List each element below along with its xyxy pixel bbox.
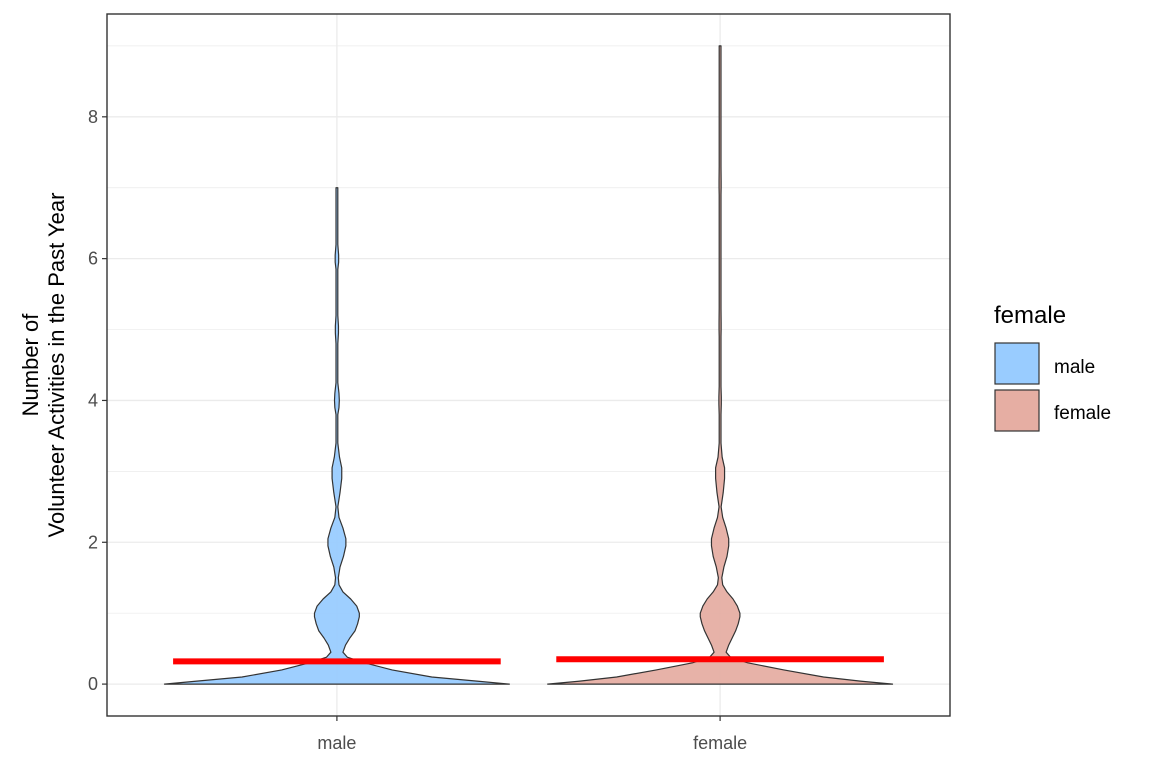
x-axis: male female <box>317 716 747 753</box>
x-tick-label-male: male <box>317 733 356 753</box>
legend-key-female <box>994 389 1040 432</box>
legend-title: female <box>994 302 1066 329</box>
violin-male <box>163 187 510 685</box>
plot-panel <box>107 14 950 716</box>
y-axis: 0 2 4 6 8 <box>88 107 107 694</box>
violins <box>163 45 894 685</box>
legend-label-male: male <box>1054 357 1095 378</box>
legend: female male female <box>994 302 1111 432</box>
violin-female <box>547 45 894 685</box>
y-tick-label: 8 <box>88 107 98 127</box>
y-axis-title-line-2: Volunteer Activities in the Past Year <box>44 193 69 538</box>
legend-key-male <box>994 342 1040 385</box>
y-tick-label: 6 <box>88 249 98 269</box>
x-tick-label-female: female <box>693 733 747 753</box>
y-tick-label: 4 <box>88 390 98 410</box>
plot-border <box>106 13 951 717</box>
y-tick-label: 0 <box>88 674 98 694</box>
y-tick-label: 2 <box>88 532 98 552</box>
mean-lines <box>173 656 884 665</box>
y-axis-title-line-1: Number of <box>18 313 43 417</box>
legend-label-female: female <box>1054 403 1111 424</box>
